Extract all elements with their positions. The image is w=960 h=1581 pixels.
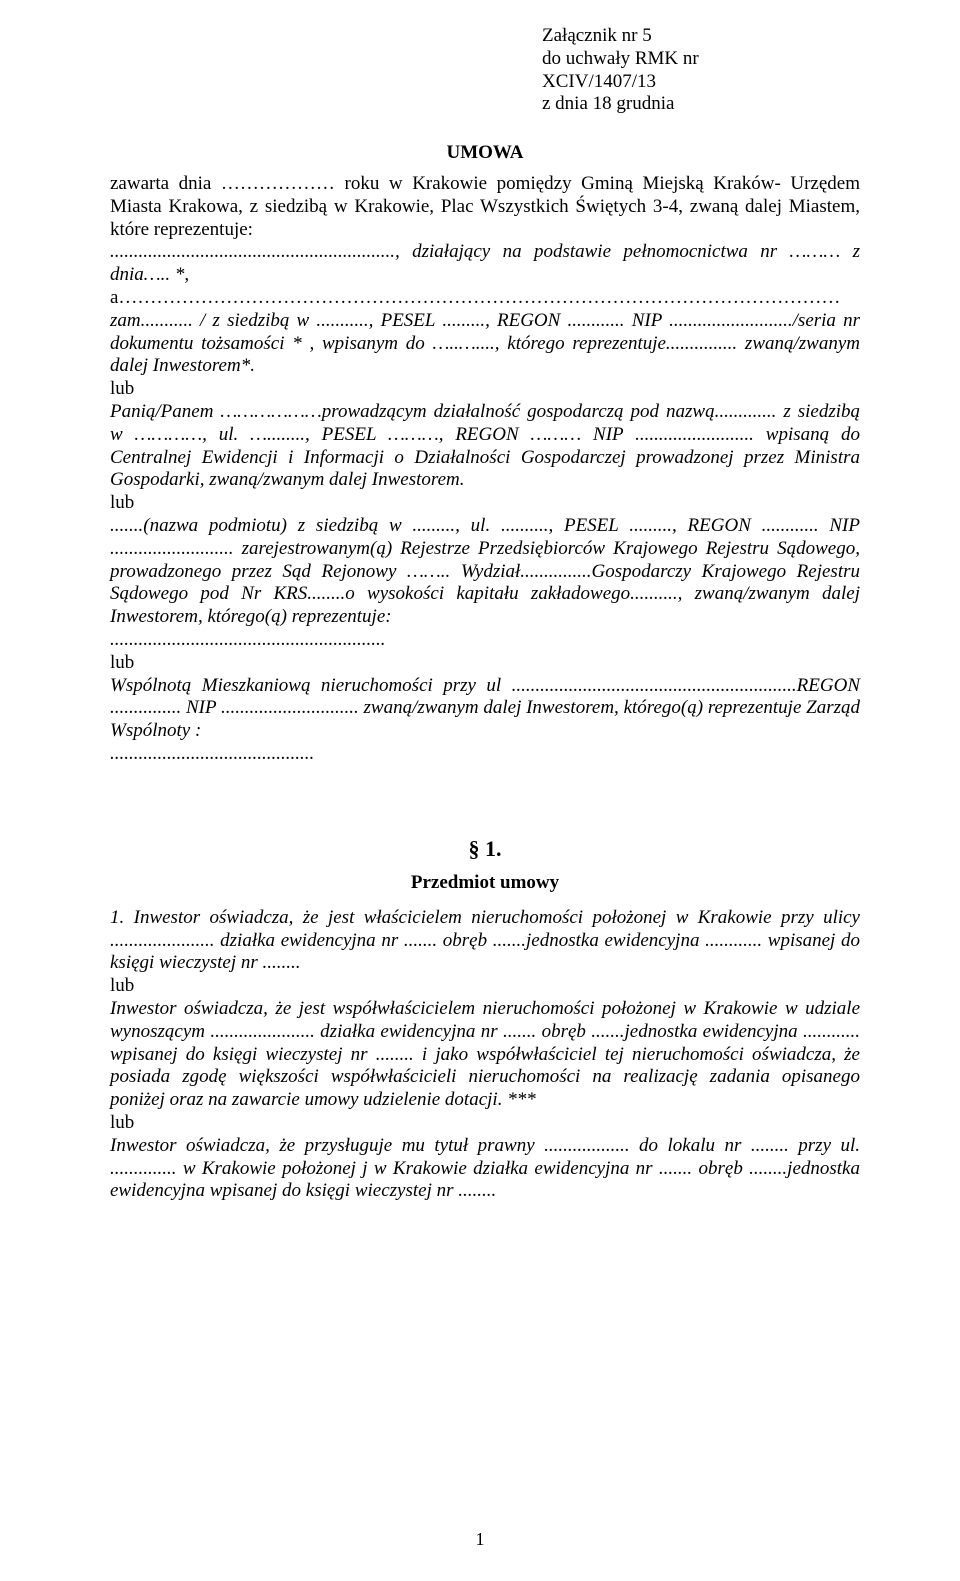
intro-block: zawarta dnia ……………… roku w Krakowie pomi… <box>110 173 860 766</box>
attachment-header: Załącznik nr 5 do uchwały RMK nr XCIV/14… <box>542 25 860 116</box>
document-title: UMOWA <box>110 142 860 165</box>
page-number: 1 <box>0 1529 960 1551</box>
section-1-lub-1: lub <box>110 975 860 998</box>
section-1-number: § 1. <box>110 836 860 862</box>
attachment-line-1: Załącznik nr 5 <box>542 25 860 48</box>
attachment-line-2: do uchwały RMK nr <box>542 48 860 71</box>
section-1-lub-2: lub <box>110 1112 860 1135</box>
intro-p3-prefix: a…………………………………………………………………………………………………… <box>110 287 860 310</box>
intro-p5b: ........................................… <box>110 629 860 652</box>
section-1-p1: 1. Inwestor oświadcza, że jest właścicie… <box>110 907 860 975</box>
lub-1: lub <box>110 378 860 401</box>
attachment-line-4: z dnia 18 grudnia <box>542 93 860 116</box>
intro-p4: Panią/Panem ………………prowadzącym działalnoś… <box>110 401 860 492</box>
intro-p3-body: zam........... / z siedzibą w ..........… <box>110 310 860 378</box>
lub-2: lub <box>110 492 860 515</box>
section-1-p2: Inwestor oświadcza, że jest współwłaścic… <box>110 998 860 1112</box>
section-1-p3: Inwestor oświadcza, że przysługuje mu ty… <box>110 1135 860 1203</box>
document-page: Załącznik nr 5 do uchwały RMK nr XCIV/14… <box>0 0 960 1581</box>
intro-p2: ........................................… <box>110 241 860 287</box>
section-1-body: 1. Inwestor oświadcza, że jest właścicie… <box>110 907 860 1203</box>
lub-3: lub <box>110 652 860 675</box>
attachment-line-3: XCIV/1407/13 <box>542 71 860 94</box>
intro-p6: Wspólnotą Mieszkaniową nieruchomości prz… <box>110 675 860 743</box>
intro-p1: zawarta dnia ……………… roku w Krakowie pomi… <box>110 173 860 241</box>
intro-p5: .......(nazwa podmiotu) z siedzibą w ...… <box>110 515 860 629</box>
section-1-title: Przedmiot umowy <box>110 872 860 895</box>
intro-p6b: ........................................… <box>110 743 860 766</box>
